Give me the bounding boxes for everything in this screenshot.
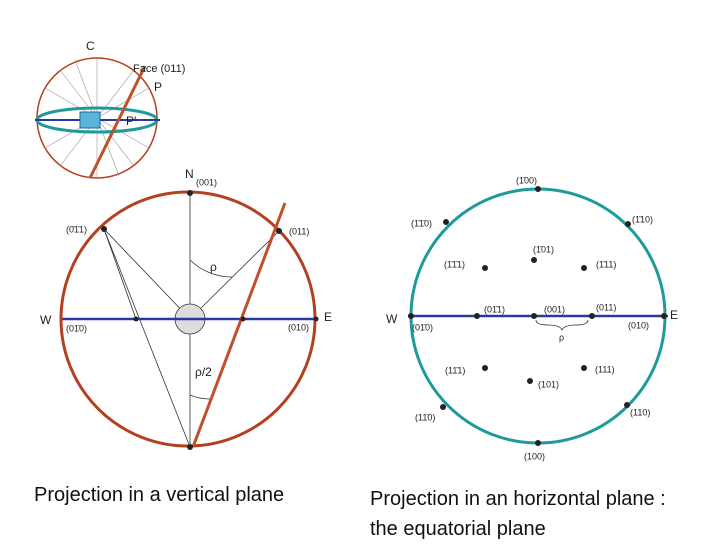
label: E: [670, 308, 678, 322]
label: (100): [524, 451, 545, 461]
label: (1̄1̄0): [411, 218, 432, 228]
label: P: [154, 80, 162, 94]
caption: Projection in an horizontal plane : the …: [370, 488, 666, 540]
vertical-projection: N (001) (0̄1̄1) (011) ρ W (01̄0) E (010)…: [40, 167, 332, 450]
label: (11̄0): [415, 412, 435, 422]
caption: Projection in a vertical plane: [34, 484, 285, 506]
small-sphere: C Face (011) P P': [35, 39, 185, 179]
label: (101): [538, 379, 559, 389]
label: ρ/2: [195, 365, 212, 379]
label: (1̄01): [533, 244, 554, 254]
label: Face (011): [133, 63, 185, 75]
label: ρ: [210, 260, 217, 274]
label: W: [386, 312, 398, 326]
label: W: [40, 313, 52, 327]
label: (01̄0): [66, 323, 87, 333]
label: E: [324, 310, 332, 324]
label: (1̄10): [632, 214, 653, 224]
label: (1̄00): [516, 175, 537, 185]
label: ρ: [559, 332, 564, 342]
label: C: [86, 39, 95, 53]
label: (1̄1̄1): [444, 259, 465, 269]
label: P': [126, 114, 136, 128]
label: (010): [628, 320, 649, 330]
label: (010): [288, 322, 309, 332]
label: N: [185, 167, 194, 181]
label: (011): [596, 302, 616, 312]
label: (1̄11): [596, 259, 616, 269]
label: (011): [289, 226, 309, 236]
label: (01̄1): [484, 304, 505, 314]
label: (001): [196, 177, 217, 187]
label: (001): [544, 304, 565, 314]
label: (0̄1̄1): [66, 224, 87, 234]
label: (01̄0): [412, 322, 433, 332]
horizontal-projection: (1̄00) (1̄1̄0) (1̄10) (1̄01) (1̄1̄1) (1̄…: [386, 175, 678, 461]
label: (111): [595, 364, 615, 374]
label: (110): [630, 407, 650, 417]
label: (11̄1): [445, 365, 465, 375]
